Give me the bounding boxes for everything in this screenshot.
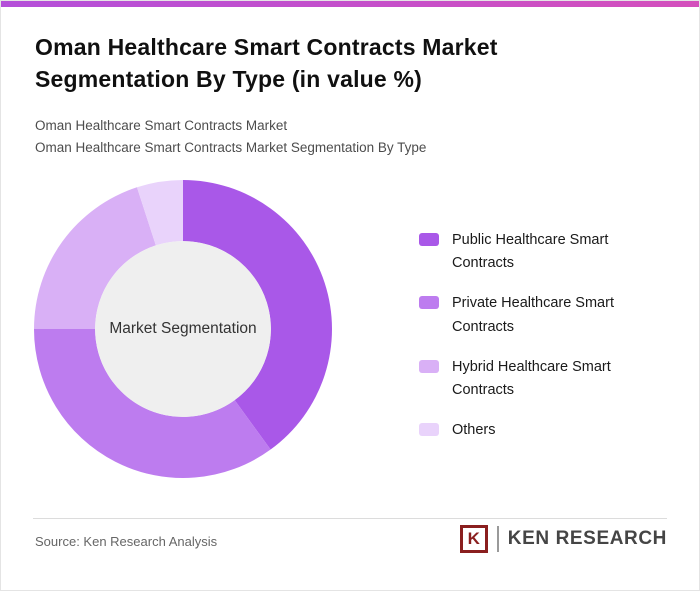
logo-separator — [496, 526, 499, 552]
donut-center-circle — [95, 241, 271, 417]
subtitle-block: Oman Healthcare Smart Contracts Market O… — [35, 115, 426, 158]
legend-swatch-icon — [419, 296, 439, 310]
subtitle-line-1: Oman Healthcare Smart Contracts Market — [35, 118, 288, 133]
legend-label: Private Healthcare Smart Contracts — [452, 295, 614, 335]
legend-item: Private Healthcare Smart Contracts — [419, 292, 667, 338]
page-title: Oman Healthcare Smart Contracts Market S… — [35, 34, 498, 93]
donut-slice-2 — [34, 187, 156, 329]
logo-k-icon: K — [459, 525, 488, 553]
legend-swatch-icon — [419, 423, 439, 437]
accent-top-bar — [1, 1, 699, 7]
legend-item: Others — [419, 419, 667, 442]
donut-slice-0 — [183, 180, 332, 450]
legend-swatch-icon — [419, 233, 439, 246]
legend-item: Public Healthcare Smart Contracts — [419, 229, 667, 275]
donut-svg — [34, 180, 332, 478]
legend-label: Public Healthcare Smart Contracts — [452, 232, 609, 272]
legend: Public Healthcare Smart Contracts Private… — [419, 229, 667, 459]
source-text: Source: Ken Research Analysis — [35, 534, 218, 549]
footer-divider — [33, 518, 667, 519]
legend-item: Hybrid Healthcare Smart Contracts — [419, 356, 667, 402]
donut-slice-3 — [136, 180, 183, 246]
legend-label: Hybrid Healthcare Smart Contracts — [452, 358, 611, 398]
logo-wordmark: KEN RESEARCH — [507, 528, 667, 549]
legend-label: Others — [452, 422, 496, 439]
subtitle-line-2: Oman Healthcare Smart Contracts Market S… — [35, 139, 427, 155]
donut-chart — [33, 179, 333, 479]
legend-swatch-icon — [419, 359, 439, 373]
donut-slice-1 — [34, 329, 271, 478]
ken-research-logo: K KEN RESEARCH — [459, 525, 667, 553]
